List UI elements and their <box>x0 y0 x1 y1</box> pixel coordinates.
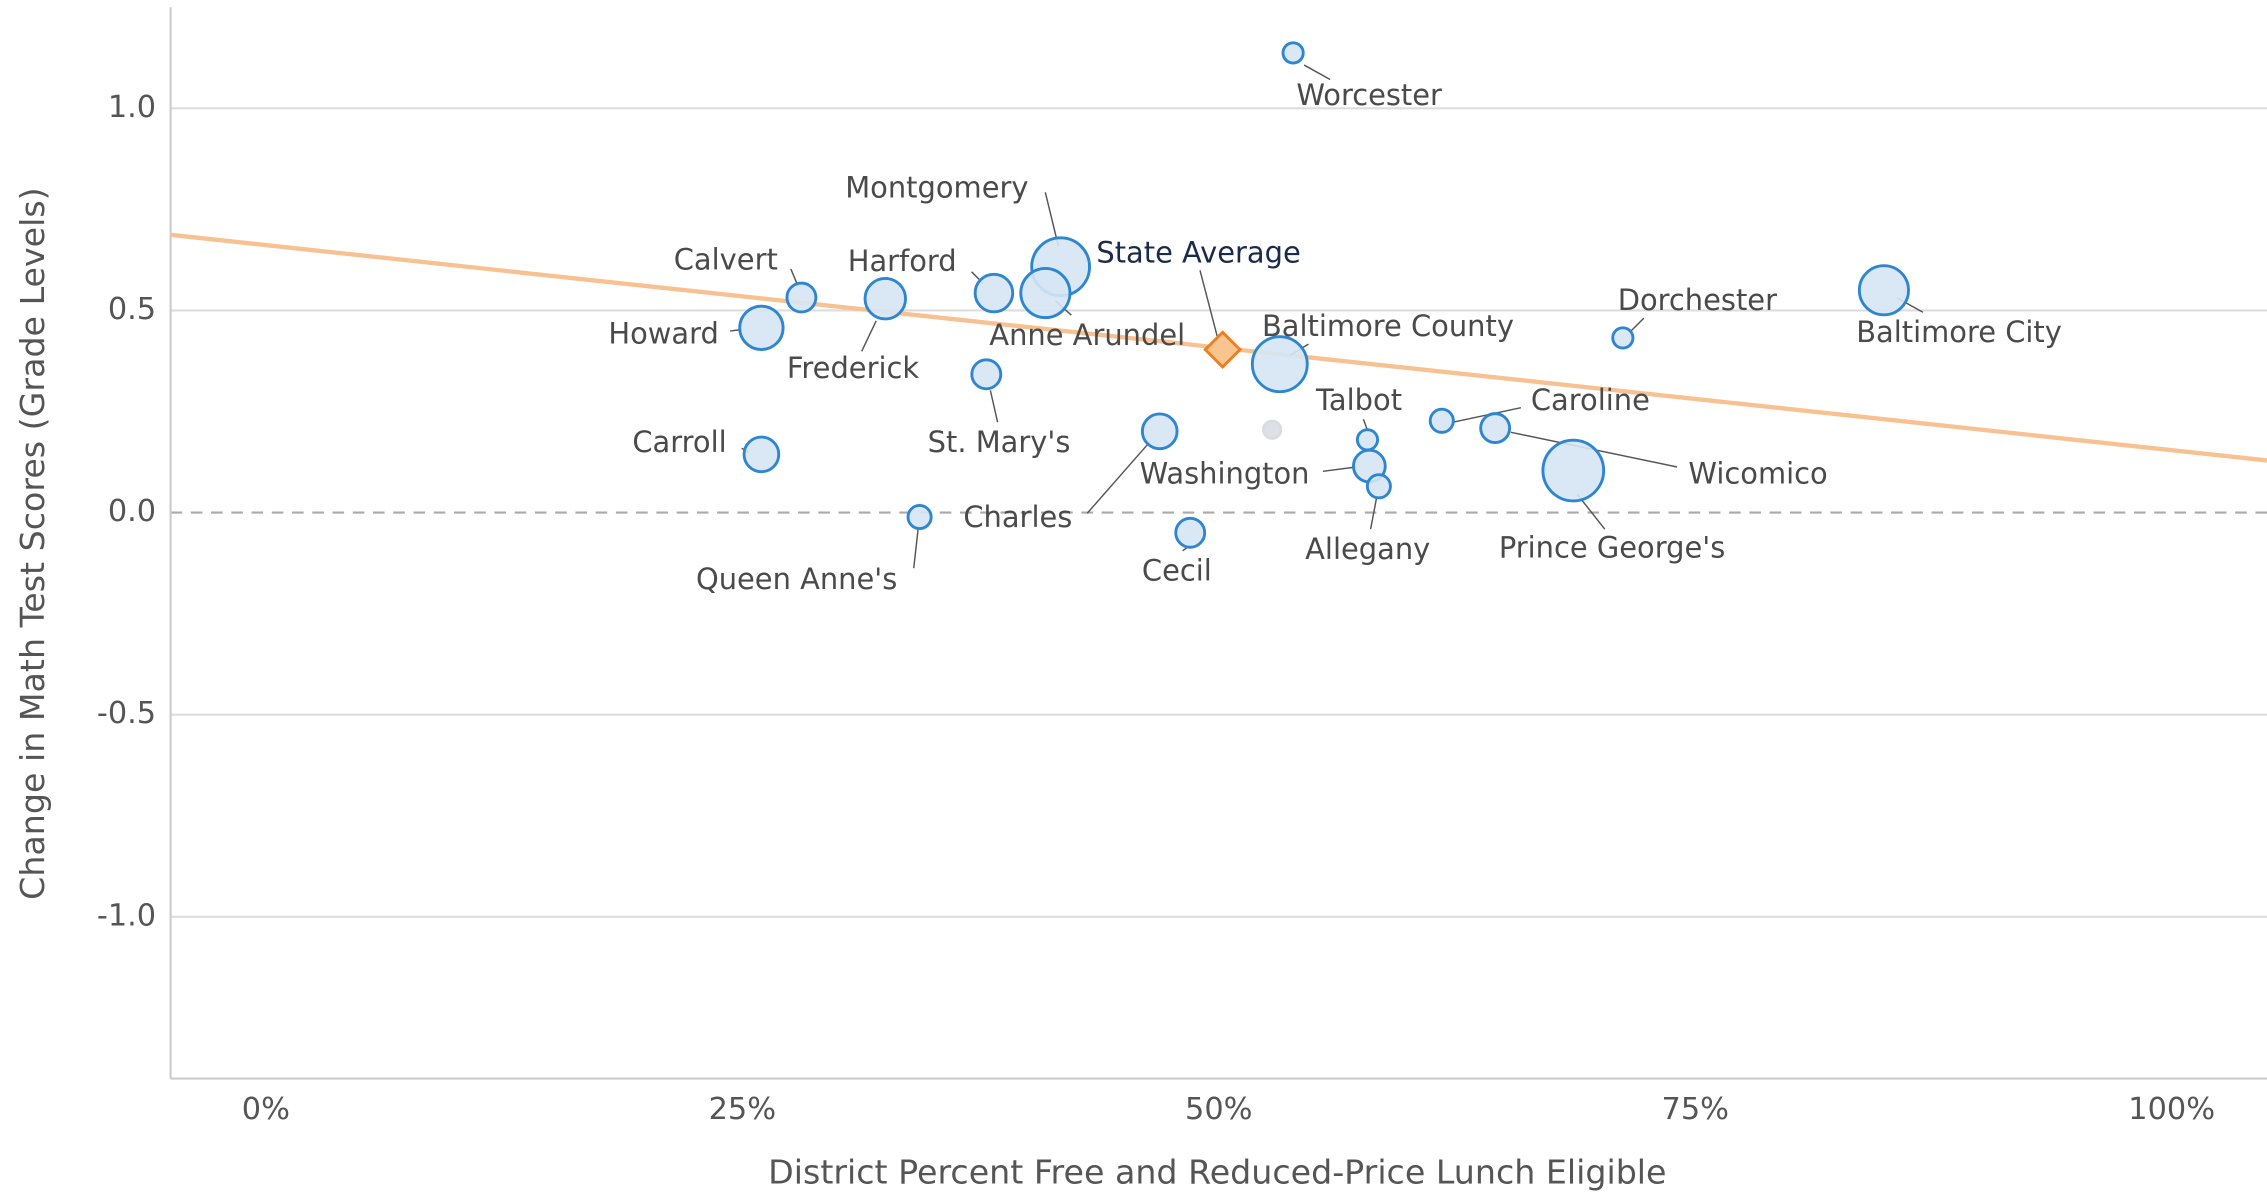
point-label: Washington <box>1140 457 1310 491</box>
point-label: Montgomery <box>845 170 1028 204</box>
point-label: Caroline <box>1531 383 1650 417</box>
leader-line <box>1199 270 1219 338</box>
point-label: Dorchester <box>1618 283 1777 317</box>
x-tick-label: 75% <box>1662 1092 1729 1127</box>
bubble <box>1857 264 1910 317</box>
bubble <box>1365 473 1392 500</box>
leader-line <box>989 390 999 423</box>
point-label: Carroll <box>632 425 726 459</box>
leader-line <box>1630 317 1645 332</box>
leader-line <box>1369 498 1378 530</box>
bubble <box>1140 412 1179 451</box>
bubble <box>742 435 781 474</box>
y-tick-label: -0.5 <box>97 696 156 731</box>
x-tick-label: 50% <box>1185 1092 1252 1127</box>
leader-line <box>1086 441 1150 514</box>
point-label: Prince George's <box>1499 530 1725 564</box>
y-tick-label: -1.0 <box>97 898 156 933</box>
y-axis-title: Change in Math Test Scores (Grade Levels… <box>13 187 52 900</box>
leader-line <box>913 529 919 569</box>
bubble <box>1479 412 1512 444</box>
point-label: Allegany <box>1305 532 1430 566</box>
bubble <box>863 277 907 321</box>
bubble <box>1174 516 1207 549</box>
point-label: Queen Anne's <box>696 562 897 596</box>
leader-line <box>861 320 877 352</box>
bubble <box>785 281 818 314</box>
leader-line <box>1322 466 1357 473</box>
bubble <box>1019 267 1072 320</box>
bubble <box>1611 326 1635 350</box>
point-label: Baltimore County <box>1262 309 1514 343</box>
leader-line <box>1303 64 1331 81</box>
bubble <box>906 504 933 531</box>
point-label: Harford <box>848 244 957 278</box>
bubble <box>1541 438 1606 503</box>
y-tick-label: 1.0 <box>108 90 156 125</box>
bubble <box>1428 407 1455 434</box>
bubble <box>1250 335 1309 394</box>
point-label: Worcester <box>1296 78 1442 112</box>
bubble <box>970 358 1003 391</box>
x-tick-label: 25% <box>709 1092 776 1127</box>
point-label: Calvert <box>674 243 778 277</box>
point-label: Baltimore City <box>1856 315 2062 349</box>
x-tick-label: 100% <box>2128 1092 2215 1127</box>
point-label: Wicomico <box>1688 457 1827 491</box>
state-average-marker <box>1203 330 1243 370</box>
point-label: Charles <box>963 500 1072 534</box>
bubble <box>1281 41 1305 65</box>
y-tick-label: 0.0 <box>108 494 156 529</box>
point-label: Talbot <box>1315 383 1402 417</box>
point-label: Howard <box>608 316 719 350</box>
bubble <box>973 272 1015 314</box>
bubble <box>738 304 785 351</box>
point-label: Cecil <box>1142 554 1212 588</box>
x-tick-label: 0% <box>242 1092 290 1127</box>
point-label: Frederick <box>787 351 919 385</box>
x-axis-title: District Percent Free and Reduced-Price … <box>768 1152 1666 1191</box>
state-average-label: State Average <box>1096 235 1300 269</box>
point-label: Anne Arundel <box>989 318 1185 352</box>
bubble <box>1262 419 1283 440</box>
y-tick-label: 0.5 <box>108 292 156 327</box>
bubble <box>1355 428 1380 452</box>
point-label: St. Mary's <box>928 425 1071 459</box>
